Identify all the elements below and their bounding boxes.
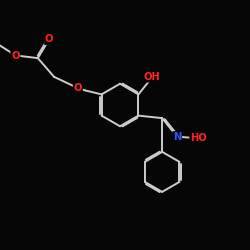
Text: HO: HO xyxy=(190,133,207,143)
Text: OH: OH xyxy=(144,72,160,82)
Text: N: N xyxy=(173,132,181,142)
Text: O: O xyxy=(45,34,53,44)
Text: O: O xyxy=(74,83,82,93)
Text: O: O xyxy=(11,50,20,60)
